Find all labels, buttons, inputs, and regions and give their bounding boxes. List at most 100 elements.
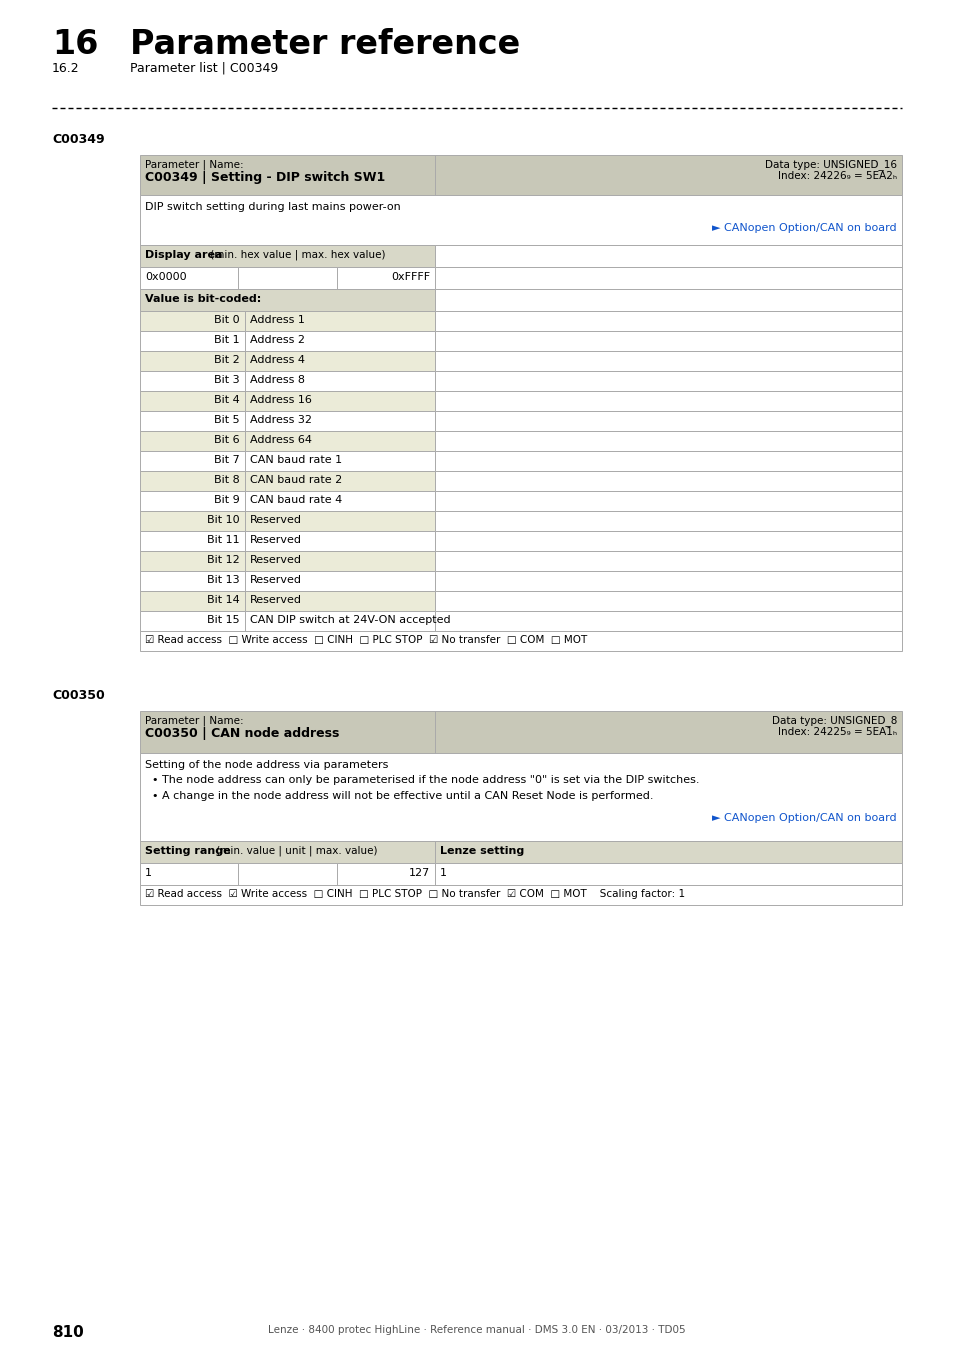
Bar <box>435 512 901 531</box>
Bar <box>238 863 336 886</box>
Bar <box>140 392 245 410</box>
Text: Parameter | Name:: Parameter | Name: <box>145 716 243 725</box>
Text: Data type: UNSIGNED_16: Data type: UNSIGNED_16 <box>764 159 896 170</box>
Text: Bit 12: Bit 12 <box>207 555 240 566</box>
Bar <box>140 451 245 471</box>
Bar <box>140 612 245 630</box>
Text: Bit 0: Bit 0 <box>214 315 240 325</box>
Bar <box>140 551 245 571</box>
Bar <box>140 310 245 331</box>
Bar <box>140 431 245 451</box>
Bar <box>140 331 245 351</box>
Bar <box>435 531 901 551</box>
Text: Bit 11: Bit 11 <box>207 535 240 545</box>
Text: 127: 127 <box>408 868 430 878</box>
Text: 16.2: 16.2 <box>52 62 79 76</box>
Text: (min. hex value | max. hex value): (min. hex value | max. hex value) <box>207 250 385 261</box>
Text: Bit 15: Bit 15 <box>207 616 240 625</box>
Text: Bit 8: Bit 8 <box>214 475 240 485</box>
Bar <box>140 244 435 267</box>
Text: ☑ Read access  □ Write access  □ CINH  □ PLC STOP  ☑ No transfer  □ COM  □ MOT: ☑ Read access □ Write access □ CINH □ PL… <box>145 634 587 645</box>
Text: Lenze · 8400 protec HighLine · Reference manual · DMS 3.0 EN · 03/2013 · TD05: Lenze · 8400 protec HighLine · Reference… <box>268 1324 685 1335</box>
Bar <box>435 410 901 431</box>
Bar <box>435 267 901 289</box>
Text: Reserved: Reserved <box>250 555 302 566</box>
Bar <box>245 551 435 571</box>
Text: Address 1: Address 1 <box>250 315 305 325</box>
Bar <box>245 351 435 371</box>
Text: Bit 10: Bit 10 <box>207 514 240 525</box>
Bar <box>140 711 901 753</box>
Bar <box>140 289 435 310</box>
Bar <box>140 371 245 392</box>
Bar <box>435 451 901 471</box>
Bar <box>435 392 901 410</box>
Text: Display area: Display area <box>145 250 222 261</box>
Text: Bit 7: Bit 7 <box>214 455 240 464</box>
Text: C00349: C00349 <box>52 134 105 146</box>
Text: Data type: UNSIGNED_8: Data type: UNSIGNED_8 <box>771 716 896 726</box>
Bar <box>238 267 336 289</box>
Text: 0x0000: 0x0000 <box>145 271 187 282</box>
Bar <box>245 612 435 630</box>
Text: Address 64: Address 64 <box>250 435 312 446</box>
Text: Setting range: Setting range <box>145 846 231 856</box>
Text: Parameter | Name:: Parameter | Name: <box>145 159 243 170</box>
Text: Bit 6: Bit 6 <box>214 435 240 446</box>
Bar <box>245 531 435 551</box>
Text: CAN baud rate 1: CAN baud rate 1 <box>250 455 342 464</box>
Bar <box>435 351 901 371</box>
Text: • A change in the node address will not be effective until a CAN Reset Node is p: • A change in the node address will not … <box>145 791 653 801</box>
Bar <box>435 310 901 331</box>
Bar <box>245 371 435 392</box>
Bar <box>245 451 435 471</box>
Bar <box>245 331 435 351</box>
Bar <box>435 841 901 863</box>
Bar <box>140 471 245 491</box>
Bar <box>140 886 901 904</box>
Text: Address 32: Address 32 <box>250 414 312 425</box>
Bar <box>140 630 901 651</box>
Text: Index: 24225₉ = 5EA1ₕ: Index: 24225₉ = 5EA1ₕ <box>777 728 896 737</box>
Text: C00350: C00350 <box>52 688 105 702</box>
Text: ☑ Read access  ☑ Write access  □ CINH  □ PLC STOP  □ No transfer  ☑ COM  □ MOT  : ☑ Read access ☑ Write access □ CINH □ PL… <box>145 890 684 899</box>
Text: Reserved: Reserved <box>250 514 302 525</box>
Text: Value is bit-coded:: Value is bit-coded: <box>145 294 261 304</box>
Bar <box>140 591 245 612</box>
Bar <box>140 753 901 841</box>
Text: 810: 810 <box>52 1324 84 1341</box>
Text: CAN baud rate 4: CAN baud rate 4 <box>250 495 342 505</box>
Bar <box>435 612 901 630</box>
Text: Bit 9: Bit 9 <box>214 495 240 505</box>
Bar <box>435 863 901 886</box>
Bar <box>336 267 435 289</box>
Text: 1: 1 <box>439 868 447 878</box>
Text: Address 2: Address 2 <box>250 335 305 346</box>
Bar <box>336 863 435 886</box>
Bar <box>435 591 901 612</box>
Text: C00349 | Setting - DIP switch SW1: C00349 | Setting - DIP switch SW1 <box>145 171 385 184</box>
Bar <box>245 410 435 431</box>
Text: ► CANopen Option/CAN on board: ► CANopen Option/CAN on board <box>712 223 896 234</box>
Bar <box>435 244 901 267</box>
Text: • The node address can only be parameterised if the node address "0" is set via : • The node address can only be parameter… <box>145 775 699 784</box>
Bar <box>435 491 901 512</box>
Text: CAN baud rate 2: CAN baud rate 2 <box>250 475 342 485</box>
Text: Reserved: Reserved <box>250 535 302 545</box>
Bar <box>245 491 435 512</box>
Bar <box>245 571 435 591</box>
Text: Bit 3: Bit 3 <box>214 375 240 385</box>
Bar <box>140 194 901 244</box>
Text: 16: 16 <box>52 28 98 61</box>
Bar <box>245 431 435 451</box>
Bar <box>245 471 435 491</box>
Text: Parameter list | C00349: Parameter list | C00349 <box>130 62 278 76</box>
Text: Address 16: Address 16 <box>250 396 312 405</box>
Text: Bit 4: Bit 4 <box>214 396 240 405</box>
Text: Bit 2: Bit 2 <box>214 355 240 364</box>
Bar <box>140 351 245 371</box>
Bar <box>435 371 901 392</box>
Text: CAN DIP switch at 24V-ON accepted: CAN DIP switch at 24V-ON accepted <box>250 616 450 625</box>
Text: 0xFFFF: 0xFFFF <box>391 271 430 282</box>
Text: C00350 | CAN node address: C00350 | CAN node address <box>145 728 339 740</box>
